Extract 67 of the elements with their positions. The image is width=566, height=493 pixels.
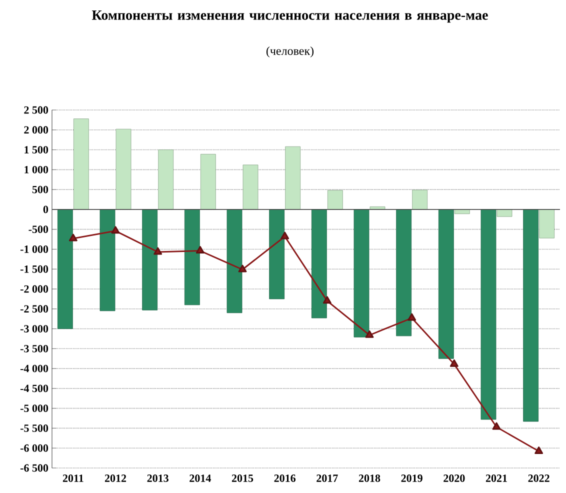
point [322, 296, 332, 304]
bar [539, 209, 555, 238]
y-tick-label: -5 500 [20, 424, 48, 432]
x-tick-label: 2018 [358, 474, 380, 482]
bar [480, 209, 496, 420]
bar [158, 150, 174, 210]
point [365, 330, 374, 338]
y-tick-label: -6 000 [20, 444, 48, 452]
y-tick-label: -2 000 [20, 285, 48, 293]
bar [116, 128, 132, 210]
bar [396, 209, 412, 336]
y-tick-label: 1 500 [24, 146, 48, 154]
point [68, 234, 78, 242]
x-tick-label: 2019 [401, 474, 422, 482]
bar [226, 209, 242, 314]
y-tick-label: -1 500 [20, 265, 48, 273]
y-tick-label: -6 500 [20, 464, 48, 472]
point [238, 264, 247, 272]
bar [311, 209, 327, 318]
x-tick-label: 2013 [147, 474, 168, 482]
bar [438, 209, 454, 359]
bar [57, 209, 73, 329]
bar [412, 190, 428, 210]
bar [200, 154, 216, 210]
bar [354, 209, 370, 338]
x-tick-label: 2015 [232, 474, 254, 482]
y-tick-label: -2 500 [20, 305, 48, 313]
point [280, 232, 290, 240]
y-tick-label: 2 500 [24, 106, 48, 114]
y-tick-label: -500 [28, 226, 48, 234]
x-tick-label: 2011 [62, 474, 84, 482]
x-tick-label: 2017 [316, 474, 338, 482]
bar [327, 190, 343, 210]
point [492, 422, 501, 430]
bar [285, 146, 301, 210]
point [534, 446, 544, 454]
x-tick-label: 2016 [274, 474, 296, 482]
point [154, 247, 162, 255]
bar [523, 209, 539, 422]
point [196, 246, 204, 254]
y-tick-label: -3 000 [20, 325, 48, 332]
x-tick-label: 2020 [444, 474, 465, 482]
point [450, 359, 458, 367]
y-tick-label: -3 500 [20, 344, 48, 352]
bar [100, 209, 116, 312]
x-tick-label: 2012 [104, 474, 126, 482]
y-tick-label: -1 000 [20, 246, 48, 253]
bar [242, 164, 258, 210]
chart-subtitle: (человек) [266, 46, 314, 58]
y-tick-label: 2 000 [24, 126, 48, 134]
y-tick-label: 500 [32, 186, 48, 194]
point [111, 226, 120, 234]
bar [142, 209, 158, 310]
y-tick-label: 1 000 [24, 166, 48, 174]
y-tick-label: -4 500 [20, 384, 48, 392]
x-tick-label: 2021 [486, 474, 507, 482]
y-tick-label: 0 [43, 206, 48, 214]
x-tick-label: 2014 [190, 474, 211, 482]
bar [184, 209, 200, 306]
chart-title: Компоненты изменения численности населения в январе-мае [92, 10, 488, 23]
point [408, 313, 416, 321]
y-tick-label: -5 000 [20, 404, 48, 412]
y-tick-label: -4 000 [20, 364, 48, 372]
bar [73, 118, 89, 210]
x-tick-label: 2022 [528, 474, 550, 482]
bar [496, 209, 512, 217]
bar [269, 209, 285, 300]
